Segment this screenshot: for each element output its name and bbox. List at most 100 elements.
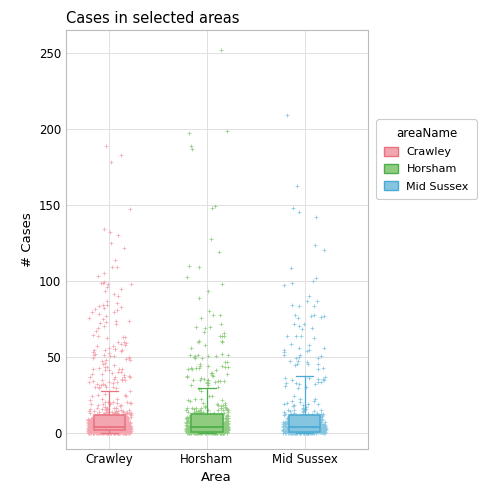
Point	[289, 417, 297, 425]
Point	[113, 421, 121, 429]
Point	[200, 428, 208, 436]
Point	[118, 429, 127, 437]
Point	[292, 426, 300, 434]
Point	[104, 414, 112, 422]
Point	[222, 404, 230, 412]
Point	[304, 417, 312, 425]
Point	[95, 383, 103, 391]
Point	[85, 418, 93, 426]
Point	[101, 428, 109, 436]
Point	[111, 425, 119, 433]
Point	[217, 404, 225, 412]
Point	[317, 425, 325, 433]
Point	[217, 419, 225, 427]
Point	[109, 422, 117, 430]
Point	[111, 413, 119, 421]
Point	[186, 351, 194, 359]
Point	[106, 425, 114, 433]
Point	[183, 408, 192, 416]
Point	[182, 406, 190, 414]
Point	[187, 419, 195, 427]
Point	[303, 426, 311, 434]
Point	[212, 422, 220, 430]
Point	[97, 416, 105, 424]
Point	[186, 429, 195, 437]
Point	[314, 423, 323, 431]
Point	[210, 412, 218, 420]
Point	[320, 423, 328, 431]
Point	[207, 423, 215, 431]
Point	[110, 429, 118, 437]
Point	[115, 428, 123, 436]
Point	[191, 354, 199, 362]
Point	[310, 397, 319, 405]
Point	[318, 423, 326, 431]
Point	[103, 417, 111, 425]
Point	[295, 424, 303, 432]
Point	[122, 427, 130, 435]
Point	[306, 424, 314, 432]
Point	[317, 313, 325, 321]
Point	[190, 427, 198, 435]
Point	[200, 422, 208, 430]
Point	[301, 427, 309, 435]
Point	[279, 425, 287, 433]
Point	[300, 429, 308, 437]
Point	[97, 425, 105, 433]
Point	[304, 426, 312, 434]
Point	[123, 408, 132, 416]
Point	[99, 423, 107, 431]
Point	[183, 372, 191, 380]
Point	[110, 422, 118, 430]
Point	[90, 416, 98, 424]
Point	[312, 422, 320, 430]
Point	[299, 408, 307, 416]
Point	[100, 424, 108, 432]
Point	[290, 427, 298, 435]
Point	[95, 420, 103, 428]
Point	[199, 423, 207, 431]
Point	[87, 415, 95, 423]
Point	[207, 235, 215, 243]
Point	[102, 415, 110, 423]
Point	[197, 417, 205, 425]
Point	[191, 424, 199, 432]
Point	[299, 405, 307, 413]
Point	[216, 428, 224, 436]
Point	[282, 418, 290, 426]
Point	[196, 409, 204, 417]
Point	[187, 411, 195, 419]
Point	[111, 428, 119, 436]
Point	[95, 425, 103, 433]
Point	[113, 425, 121, 433]
Point	[211, 422, 219, 430]
Point	[286, 427, 294, 435]
Point	[202, 426, 210, 434]
Point	[98, 425, 106, 433]
Point	[223, 422, 231, 430]
Point	[203, 421, 211, 429]
Point	[122, 428, 130, 436]
Point	[211, 429, 219, 437]
Point	[121, 418, 129, 426]
Point	[285, 420, 293, 428]
Point	[192, 364, 200, 372]
Point	[99, 423, 107, 431]
Point	[310, 426, 319, 434]
Point	[196, 428, 204, 436]
Point	[97, 427, 105, 435]
Point	[90, 429, 98, 437]
Point	[120, 425, 128, 433]
Point	[114, 422, 122, 430]
Point	[88, 308, 96, 316]
Point	[280, 427, 288, 435]
Point	[290, 427, 298, 435]
Point	[187, 426, 195, 434]
Point	[220, 428, 228, 436]
Point	[102, 428, 110, 436]
Point	[108, 422, 116, 430]
Point	[110, 409, 118, 417]
Point	[116, 424, 124, 432]
Point	[117, 427, 125, 435]
Point	[286, 416, 294, 424]
